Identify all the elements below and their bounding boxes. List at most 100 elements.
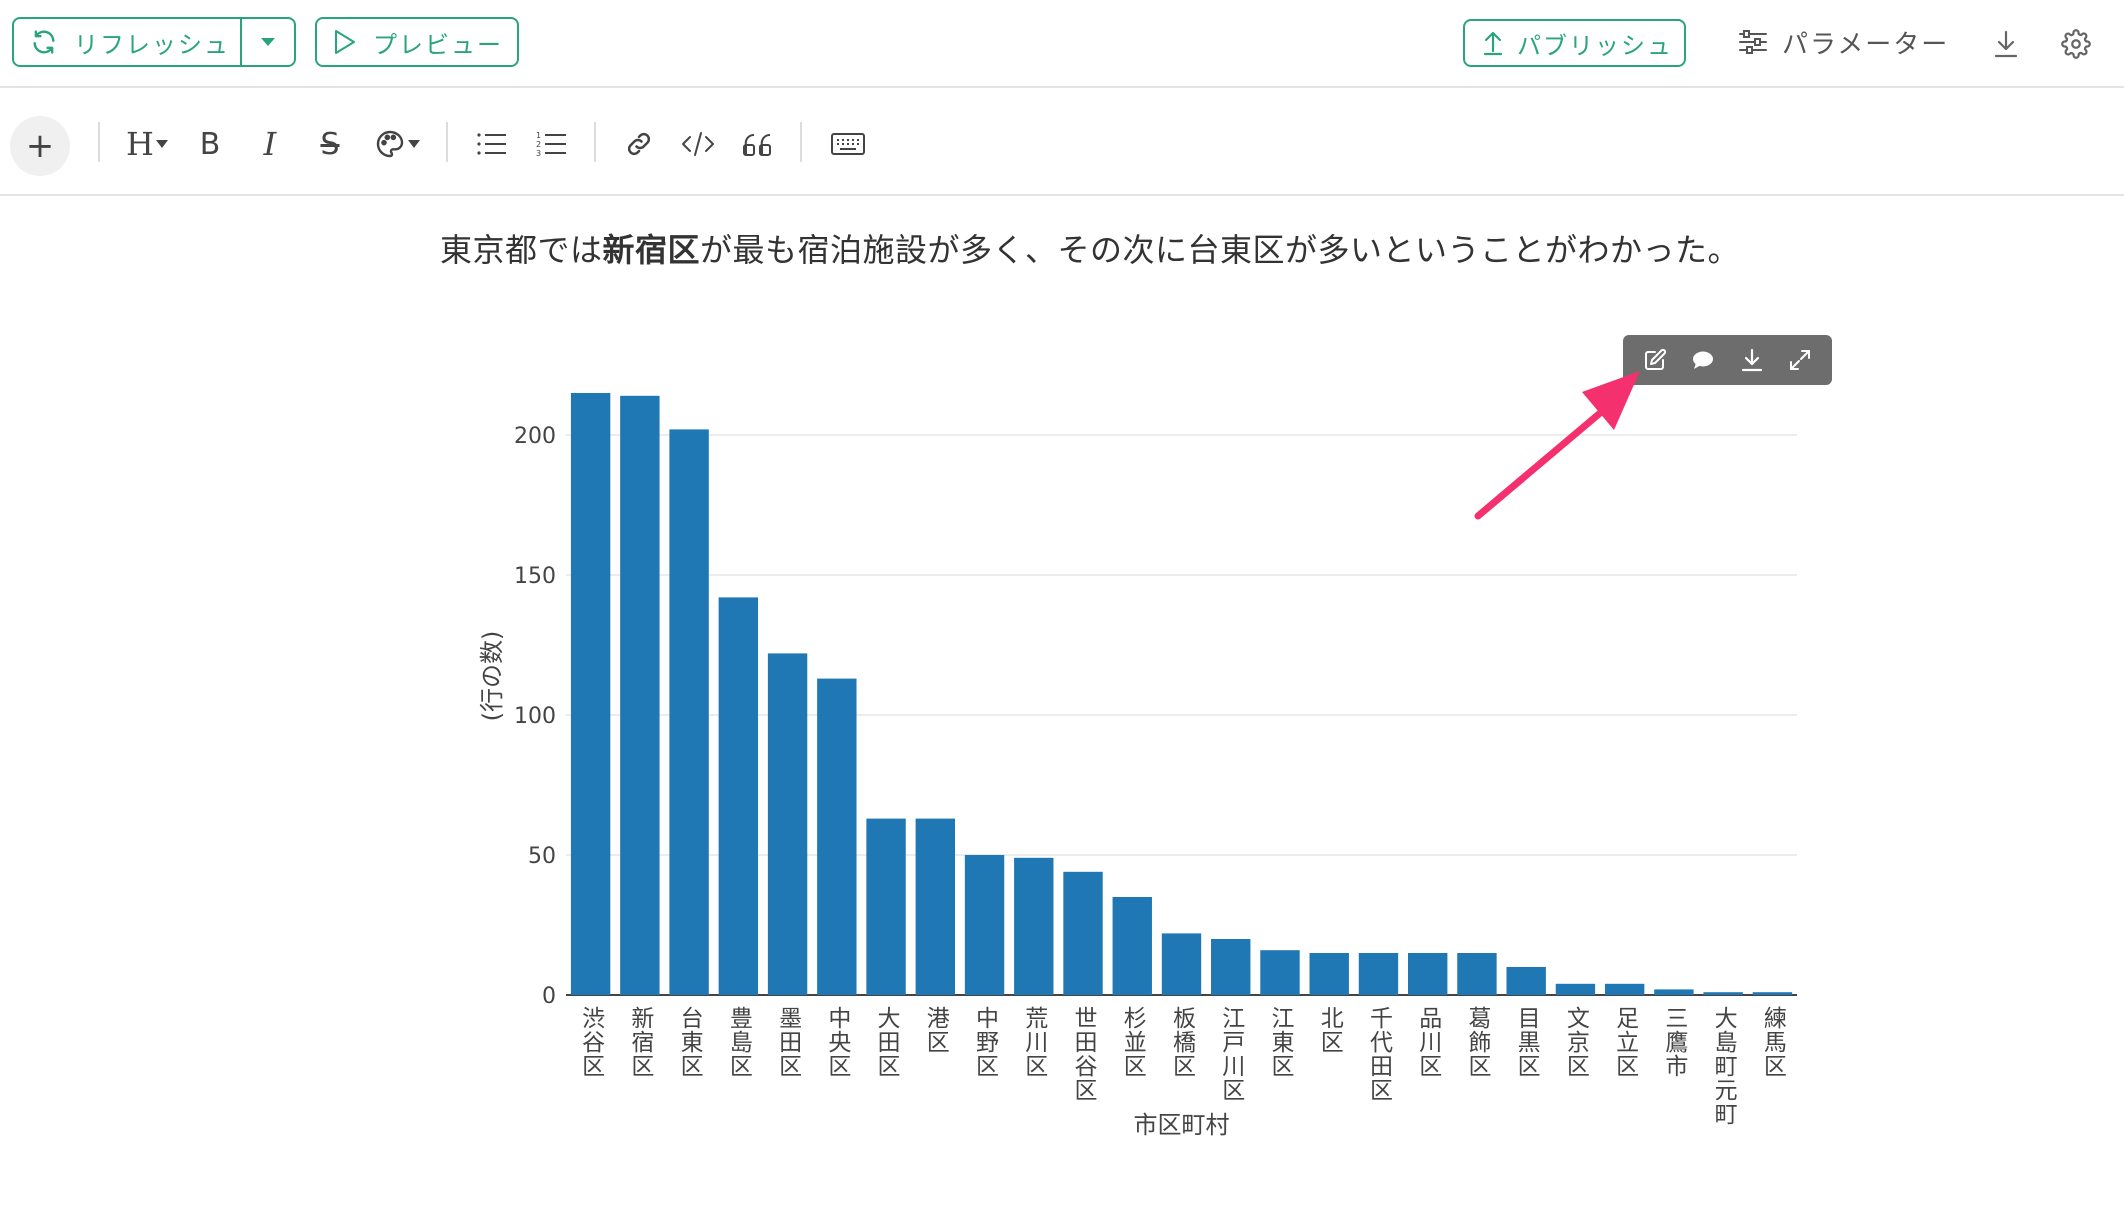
x-tick-label: 中央区	[824, 1006, 852, 1078]
x-tick-label: 荒川区	[1021, 1006, 1049, 1078]
heading-label: H	[126, 125, 154, 163]
refresh-button[interactable]: リフレッシュ	[14, 19, 242, 65]
x-tick-label: 渋谷区	[578, 1006, 606, 1078]
heading-caret-icon	[155, 140, 168, 148]
summary-text-end: が最も宿泊施設が多く、その次に台東区が多いということがわかった。	[700, 231, 1741, 269]
bold-label: B	[199, 126, 221, 162]
summary-text-start: 東京都では	[440, 231, 603, 269]
y-tick-label: 100	[514, 704, 556, 729]
bar	[1358, 953, 1399, 995]
color-button[interactable]	[372, 124, 422, 164]
upload-icon	[1481, 30, 1505, 56]
download-icon	[1993, 29, 2019, 59]
x-tick-label: 北区	[1316, 1006, 1344, 1054]
toolbar-divider	[594, 122, 596, 162]
bar	[915, 818, 955, 995]
keyboard-icon	[830, 131, 866, 157]
refresh-label: リフレッシュ	[74, 30, 230, 59]
toolbar-divider	[800, 122, 802, 162]
parameters-button[interactable]: パラメーター	[1738, 24, 1949, 60]
download-chart-button[interactable]	[1734, 342, 1770, 378]
settings-button[interactable]	[2058, 26, 2094, 62]
x-tick-label: 江戸川区	[1218, 1006, 1246, 1102]
comment-button[interactable]	[1685, 342, 1721, 378]
download-button[interactable]	[1988, 26, 2024, 62]
expand-icon	[1788, 348, 1812, 372]
strike-label: S	[320, 126, 340, 162]
x-tick-label: 江東区	[1267, 1006, 1295, 1078]
refresh-split-button[interactable]: リフレッシュ	[12, 17, 296, 67]
y-tick-label: 50	[528, 844, 556, 869]
code-button[interactable]	[680, 124, 716, 164]
x-tick-label: 大田区	[873, 1006, 901, 1078]
gear-icon	[2061, 29, 2091, 59]
x-tick-label: 練馬区	[1759, 1006, 1787, 1078]
x-axis-title: 市区町村	[1134, 1111, 1230, 1139]
svg-text:2: 2	[536, 140, 541, 149]
bar	[866, 818, 906, 995]
italic-label: I	[263, 125, 277, 163]
refresh-dropdown-button[interactable]	[242, 19, 294, 65]
x-tick-label: 板橋区	[1169, 1006, 1197, 1078]
bar	[767, 653, 808, 995]
bar	[1506, 967, 1546, 995]
preview-button[interactable]: プレビュー	[315, 17, 519, 67]
svg-text:1: 1	[536, 131, 541, 140]
bar	[1654, 989, 1694, 995]
x-tick-label: 目黒区	[1513, 1006, 1540, 1078]
x-tick-label: 世田谷区	[1070, 1006, 1098, 1102]
svg-text:3: 3	[536, 149, 541, 158]
x-tick-label: 中野区	[972, 1006, 1000, 1078]
x-tick-label: 文京区	[1562, 1006, 1590, 1078]
heading-button[interactable]: H	[122, 124, 172, 164]
bar	[1309, 953, 1349, 995]
add-block-button[interactable]: +	[10, 116, 70, 176]
y-tick-label: 200	[514, 424, 556, 449]
bar	[1063, 871, 1103, 995]
parameters-label: パラメーター	[1782, 29, 1950, 60]
bar	[817, 678, 857, 995]
quote-icon	[742, 131, 774, 157]
bar	[1112, 897, 1152, 995]
x-tick-label: 港区	[922, 1006, 950, 1054]
y-tick-label: 0	[542, 984, 556, 1009]
play-icon	[333, 29, 357, 55]
x-tick-label: 千代田区	[1365, 1006, 1393, 1102]
bar	[669, 429, 709, 995]
bar	[1211, 939, 1251, 995]
keyboard-button[interactable]	[828, 124, 868, 164]
color-caret-icon	[408, 140, 420, 148]
bar	[1260, 950, 1300, 995]
code-icon	[681, 130, 715, 158]
expand-chart-button[interactable]	[1782, 342, 1818, 378]
quote-button[interactable]	[740, 124, 776, 164]
publish-button[interactable]: パブリッシュ	[1463, 19, 1686, 67]
bold-button[interactable]: B	[196, 124, 224, 164]
top-bar: リフレッシュ プレビュー パブリッシュ パラメーター	[0, 0, 2124, 88]
toolbar-divider	[446, 122, 448, 162]
bar	[1457, 953, 1497, 995]
bar	[1014, 857, 1054, 995]
y-axis-title: (行の数)	[478, 631, 506, 722]
bullet-list-button[interactable]	[474, 124, 510, 164]
bar	[620, 395, 660, 995]
link-button[interactable]	[622, 124, 656, 164]
download-icon	[1741, 348, 1763, 372]
x-tick-label: 大島町元町	[1710, 1006, 1738, 1126]
publish-label: パブリッシュ	[1517, 31, 1673, 60]
bar	[718, 597, 759, 995]
x-tick-label: 足立区	[1612, 1006, 1639, 1078]
sliders-icon	[1738, 28, 1768, 56]
x-tick-label: 葛飾区	[1464, 1006, 1492, 1078]
edit-chart-button[interactable]	[1637, 342, 1673, 378]
bar	[1555, 983, 1596, 995]
italic-button[interactable]: I	[256, 124, 284, 164]
bar	[1408, 953, 1448, 995]
strikethrough-button[interactable]: S	[314, 124, 346, 164]
comment-icon	[1691, 349, 1715, 371]
x-tick-label: 杉並区	[1119, 1006, 1147, 1078]
